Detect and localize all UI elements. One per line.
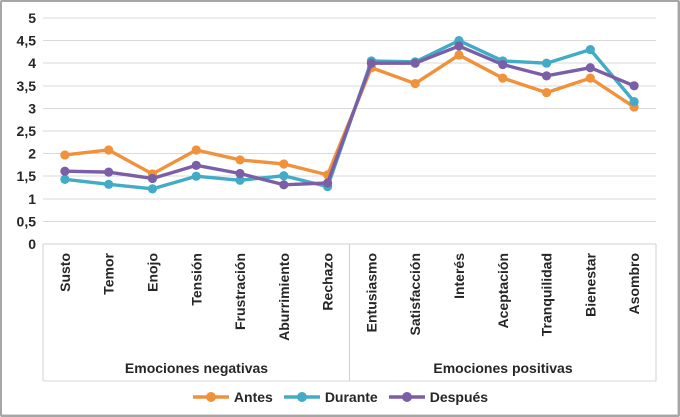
data-point-después bbox=[279, 180, 289, 190]
data-point-después bbox=[147, 173, 158, 184]
data-point-antes bbox=[104, 145, 114, 155]
data-point-durante bbox=[629, 97, 639, 107]
legend-marker-despues-icon bbox=[388, 392, 425, 402]
category-label: Bienestar bbox=[582, 252, 598, 316]
data-point-durante bbox=[279, 171, 289, 181]
data-point-antes bbox=[235, 155, 245, 165]
data-point-después bbox=[366, 58, 376, 68]
y-tick-label: 0 bbox=[28, 236, 36, 252]
data-point-antes bbox=[585, 73, 595, 83]
data-point-antes bbox=[191, 145, 201, 155]
data-point-después bbox=[498, 59, 508, 70]
legend-marker-durante-icon bbox=[283, 392, 320, 402]
y-tick-label: 4 bbox=[28, 55, 36, 71]
data-point-antes bbox=[498, 73, 508, 83]
y-tick-label: 2,5 bbox=[17, 123, 37, 139]
data-point-durante bbox=[191, 171, 201, 181]
series-line-después bbox=[63, 44, 636, 187]
y-tick-label: 1 bbox=[28, 191, 36, 207]
data-point-después bbox=[585, 63, 595, 73]
data-point-después bbox=[323, 178, 333, 188]
data-point-durante bbox=[585, 45, 595, 55]
data-point-antes bbox=[60, 150, 70, 160]
data-point-durante bbox=[104, 179, 114, 189]
category-label: Tensión bbox=[188, 253, 204, 306]
y-tick-label: 3 bbox=[28, 100, 36, 116]
data-point-antes bbox=[454, 50, 464, 60]
axis-group-label-negativas: Emociones negativas bbox=[124, 360, 269, 376]
y-tick-label: 4,5 bbox=[17, 33, 37, 49]
category-label: Susto bbox=[57, 253, 73, 292]
axis-group-label-positivas: Emociones positivas bbox=[433, 360, 573, 376]
category-label: Interés bbox=[451, 253, 467, 299]
legend-label-durante: Durante bbox=[324, 389, 378, 405]
data-point-después bbox=[191, 160, 201, 170]
legend-label-despues: Después bbox=[429, 389, 489, 405]
category-label: Temor bbox=[101, 252, 117, 294]
data-point-antes bbox=[279, 159, 289, 169]
data-point-después bbox=[410, 58, 420, 68]
legend-marker-antes-icon bbox=[192, 392, 229, 402]
legend-label-antes: Antes bbox=[233, 389, 273, 405]
legend-item-antes: Antes bbox=[192, 389, 273, 405]
data-point-después bbox=[235, 168, 245, 179]
category-label: Rechazo bbox=[320, 253, 336, 311]
legend-item-despues: Después bbox=[388, 389, 488, 405]
y-tick-label: 0,5 bbox=[17, 213, 37, 229]
category-label: Asombro bbox=[626, 253, 642, 314]
category-label: Enojo bbox=[144, 253, 160, 292]
category-label: Aceptación bbox=[495, 253, 511, 328]
y-tick-label: 1,5 bbox=[17, 168, 37, 184]
data-point-después bbox=[541, 71, 552, 81]
chart-legend: Antes Durante Después bbox=[0, 386, 680, 408]
data-point-antes bbox=[410, 78, 420, 89]
data-point-después bbox=[60, 166, 70, 176]
legend-item-durante: Durante bbox=[283, 389, 378, 405]
data-point-durante bbox=[235, 175, 245, 185]
y-tick-label: 5 bbox=[28, 10, 36, 26]
data-point-después bbox=[629, 81, 639, 91]
data-point-antes bbox=[541, 87, 552, 98]
category-label: Satisfacción bbox=[407, 253, 423, 335]
category-label: Frustración bbox=[232, 253, 248, 330]
y-tick-label: 2 bbox=[28, 146, 36, 162]
data-point-después bbox=[104, 167, 114, 177]
data-point-durante bbox=[541, 58, 552, 68]
category-label: Tranquilidad bbox=[539, 253, 555, 336]
category-label: Entusiasmo bbox=[363, 253, 379, 332]
data-point-durante bbox=[147, 184, 158, 194]
data-point-durante bbox=[60, 174, 70, 184]
category-label: Aburrimiento bbox=[276, 253, 292, 341]
data-point-después bbox=[454, 41, 464, 51]
y-tick-label: 3,5 bbox=[17, 78, 37, 94]
